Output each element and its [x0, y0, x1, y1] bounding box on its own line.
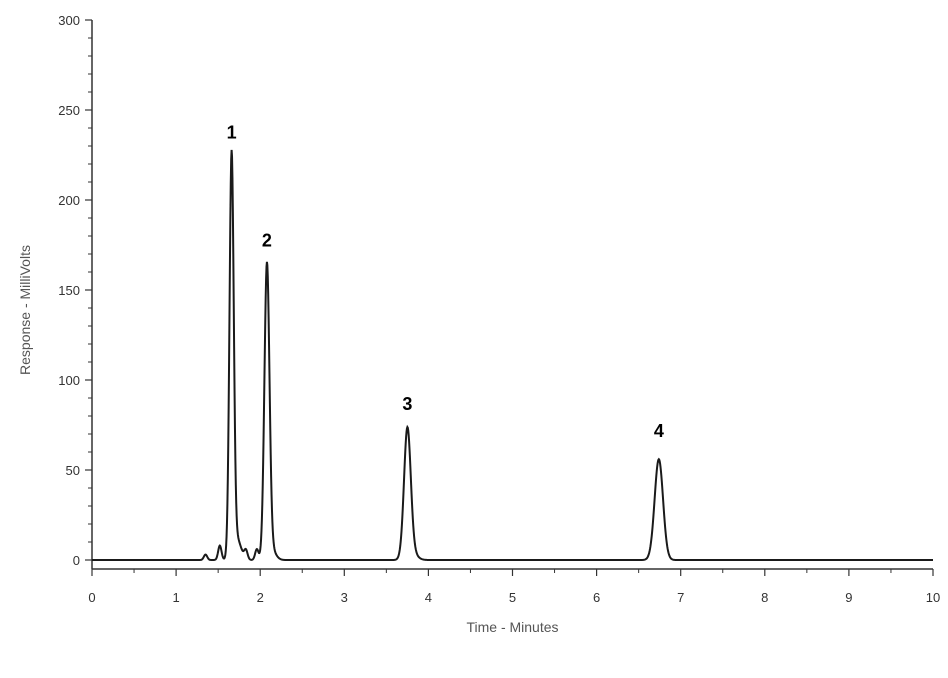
- y-tick-label: 150: [58, 283, 80, 298]
- x-tick-label: 6: [593, 590, 600, 605]
- x-axis-title: Time - Minutes: [466, 619, 558, 635]
- x-ticks: 0 1 2 3 4 5 6 7 8 9 10: [88, 569, 940, 605]
- x-tick-label: 0: [88, 590, 95, 605]
- x-tick-label: 5: [509, 590, 516, 605]
- y-ticks: 0 50 100 150 200 250 300: [58, 13, 92, 568]
- y-tick-label: 200: [58, 193, 80, 208]
- y-axis-title: Response - MilliVolts: [17, 245, 33, 375]
- peak-label-1: 1: [227, 122, 237, 142]
- x-tick-label: 4: [425, 590, 432, 605]
- peak-label-4: 4: [654, 421, 664, 441]
- x-tick-label: 3: [341, 590, 348, 605]
- axes: [91, 20, 933, 570]
- peak-label-3: 3: [402, 394, 412, 414]
- peak-labels: 1 2 3 4: [227, 122, 664, 441]
- peak-label-2: 2: [262, 230, 272, 250]
- x-tick-label: 10: [926, 590, 940, 605]
- y-tick-label: 250: [58, 103, 80, 118]
- x-tick-label: 7: [677, 590, 684, 605]
- x-tick-label: 2: [257, 590, 264, 605]
- y-tick-label: 0: [73, 553, 80, 568]
- y-tick-label: 300: [58, 13, 80, 28]
- y-tick-label: 50: [66, 463, 80, 478]
- chromatogram-trace: [92, 149, 933, 561]
- y-tick-label: 100: [58, 373, 80, 388]
- x-tick-label: 8: [761, 590, 768, 605]
- x-tick-label: 9: [845, 590, 852, 605]
- x-tick-label: 1: [172, 590, 179, 605]
